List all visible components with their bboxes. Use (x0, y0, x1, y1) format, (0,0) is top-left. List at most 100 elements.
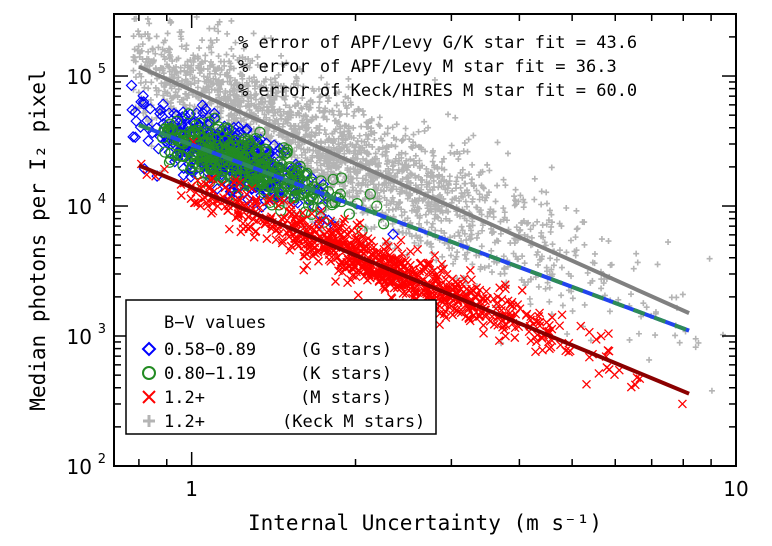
data-point (465, 316, 475, 326)
data-point (469, 261, 476, 268)
data-point (441, 230, 448, 237)
data-point (438, 227, 445, 234)
data-point (393, 242, 403, 252)
data-point (220, 183, 230, 193)
data-point (161, 56, 168, 63)
data-point (265, 92, 272, 99)
data-point (510, 333, 520, 343)
data-point (607, 262, 614, 269)
data-point (564, 347, 574, 357)
data-point (695, 339, 702, 346)
data-point (291, 125, 298, 132)
data-point (389, 259, 399, 269)
data-point (467, 275, 476, 285)
data-point (131, 46, 138, 53)
data-point (538, 188, 545, 195)
data-point (306, 132, 313, 139)
data-point (708, 387, 715, 394)
data-point (530, 332, 540, 342)
data-point (307, 104, 314, 111)
data-point (335, 230, 345, 240)
data-point (207, 174, 217, 184)
data-point (513, 224, 520, 231)
data-point (517, 285, 527, 295)
data-point (234, 102, 241, 109)
data-point (479, 328, 489, 338)
data-point (495, 238, 502, 245)
data-point (231, 175, 240, 185)
data-point (339, 262, 349, 272)
data-point (335, 118, 342, 125)
data-point (466, 171, 473, 178)
data-point (381, 194, 388, 201)
data-point (152, 65, 159, 72)
data-point (392, 155, 399, 162)
data-point (188, 126, 200, 138)
data-point (296, 126, 303, 133)
data-point (167, 93, 174, 100)
data-point (605, 238, 612, 245)
data-point (463, 255, 470, 262)
data-point (333, 90, 340, 97)
data-point (511, 193, 518, 200)
data-point (431, 162, 438, 169)
data-point (538, 201, 545, 208)
data-point (276, 106, 283, 113)
fit-lines-layer (138, 64, 690, 396)
data-point (479, 222, 486, 229)
data-point (535, 308, 545, 318)
data-point (205, 76, 212, 83)
data-point (395, 151, 402, 158)
data-point (719, 331, 726, 338)
data-point (291, 169, 303, 181)
data-point (232, 80, 239, 87)
data-point (275, 195, 285, 205)
data-point (556, 247, 563, 254)
fit-line (138, 163, 690, 396)
data-point (668, 294, 675, 301)
data-point (407, 180, 414, 187)
data-point (277, 236, 287, 245)
data-point (228, 45, 235, 52)
data-point (318, 74, 325, 81)
data-point (435, 202, 442, 209)
data-point (478, 320, 488, 330)
data-point (449, 187, 456, 194)
data-point (424, 259, 434, 269)
data-point (230, 65, 237, 72)
data-point (494, 182, 501, 189)
data-point (187, 81, 194, 88)
data-point (676, 339, 683, 346)
data-point (320, 109, 327, 116)
data-point (366, 249, 376, 259)
data-point (323, 153, 330, 160)
legend-k-range: 0.80−1.19 (164, 364, 256, 384)
data-point (315, 175, 327, 187)
data-point (261, 78, 268, 85)
data-point (251, 198, 261, 208)
data-point (152, 142, 165, 155)
data-point (600, 280, 607, 287)
data-point (429, 187, 436, 194)
data-point (264, 196, 274, 206)
data-point (338, 217, 348, 227)
data-point (309, 99, 316, 106)
data-point (408, 143, 415, 150)
data-point (376, 122, 383, 129)
data-point (381, 237, 391, 247)
data-point (372, 156, 379, 163)
data-point (190, 67, 197, 74)
data-point (272, 109, 279, 116)
data-point (334, 223, 344, 233)
data-point (367, 128, 374, 135)
data-point (316, 123, 323, 130)
data-point (292, 239, 302, 248)
data-point (469, 218, 476, 225)
data-point (449, 245, 456, 252)
data-point (228, 110, 235, 117)
data-point (279, 61, 286, 68)
data-point (394, 170, 401, 177)
data-point (377, 187, 384, 194)
data-point (356, 132, 363, 139)
data-point (331, 155, 338, 162)
